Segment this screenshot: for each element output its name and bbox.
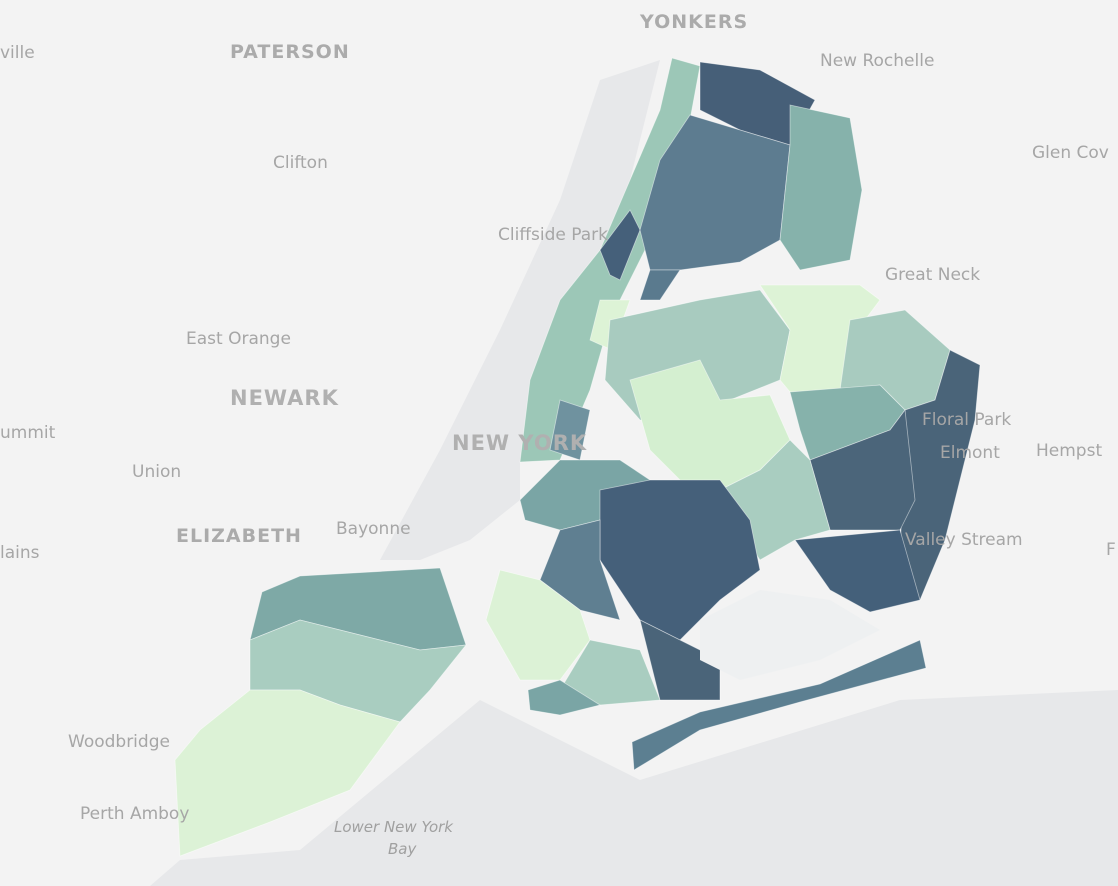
- region: [639, 114, 791, 271]
- jamaica-bay: [700, 590, 880, 680]
- place-label: NEWARK: [230, 386, 339, 410]
- place-label: lains: [0, 543, 40, 563]
- region: [639, 619, 721, 701]
- region: [485, 569, 591, 681]
- queens: [604, 284, 981, 613]
- region: [599, 479, 761, 641]
- place-label: Woodbridge: [68, 732, 170, 752]
- water-label: Lower New York: [334, 818, 454, 836]
- bronx: [639, 61, 863, 301]
- place-label: F: [1106, 540, 1116, 560]
- place-label: NEW YORK: [452, 431, 587, 455]
- place-label: ville: [0, 43, 35, 63]
- place-label: ELIZABETH: [176, 525, 302, 547]
- staten-island: [174, 567, 467, 857]
- region: [559, 639, 661, 706]
- place-label: Great Neck: [885, 265, 980, 285]
- region: [527, 679, 602, 716]
- water-label: Bay: [388, 840, 417, 858]
- place-label: Floral Park: [922, 410, 1011, 430]
- place-label: Perth Amboy: [80, 804, 189, 824]
- place-label: Valley Stream: [905, 530, 1023, 550]
- place-label: East Orange: [186, 329, 291, 349]
- rockaway: [631, 639, 927, 771]
- region: [174, 689, 401, 857]
- water: [150, 690, 1118, 886]
- place-label: PATERSON: [230, 41, 350, 63]
- water: [380, 60, 660, 560]
- place-label: Bayonne: [336, 519, 411, 539]
- region: [599, 209, 641, 281]
- place-label: Hempst: [1036, 441, 1102, 461]
- place-label: Glen Cov: [1032, 143, 1109, 163]
- region: [639, 269, 681, 301]
- place-label: Elmont: [940, 443, 1000, 463]
- region: [794, 529, 921, 613]
- place-labels: ville PATERSON YONKERS New Rochelle Clif…: [0, 11, 1116, 858]
- place-label: YONKERS: [639, 11, 748, 33]
- place-label: New Rochelle: [820, 51, 934, 71]
- region: [779, 104, 863, 271]
- place-label: ummit: [0, 423, 56, 443]
- place-label: Cliffside Park: [498, 225, 608, 245]
- place-label: Union: [132, 462, 181, 482]
- brooklyn: [485, 459, 761, 716]
- place-label: Clifton: [273, 153, 328, 173]
